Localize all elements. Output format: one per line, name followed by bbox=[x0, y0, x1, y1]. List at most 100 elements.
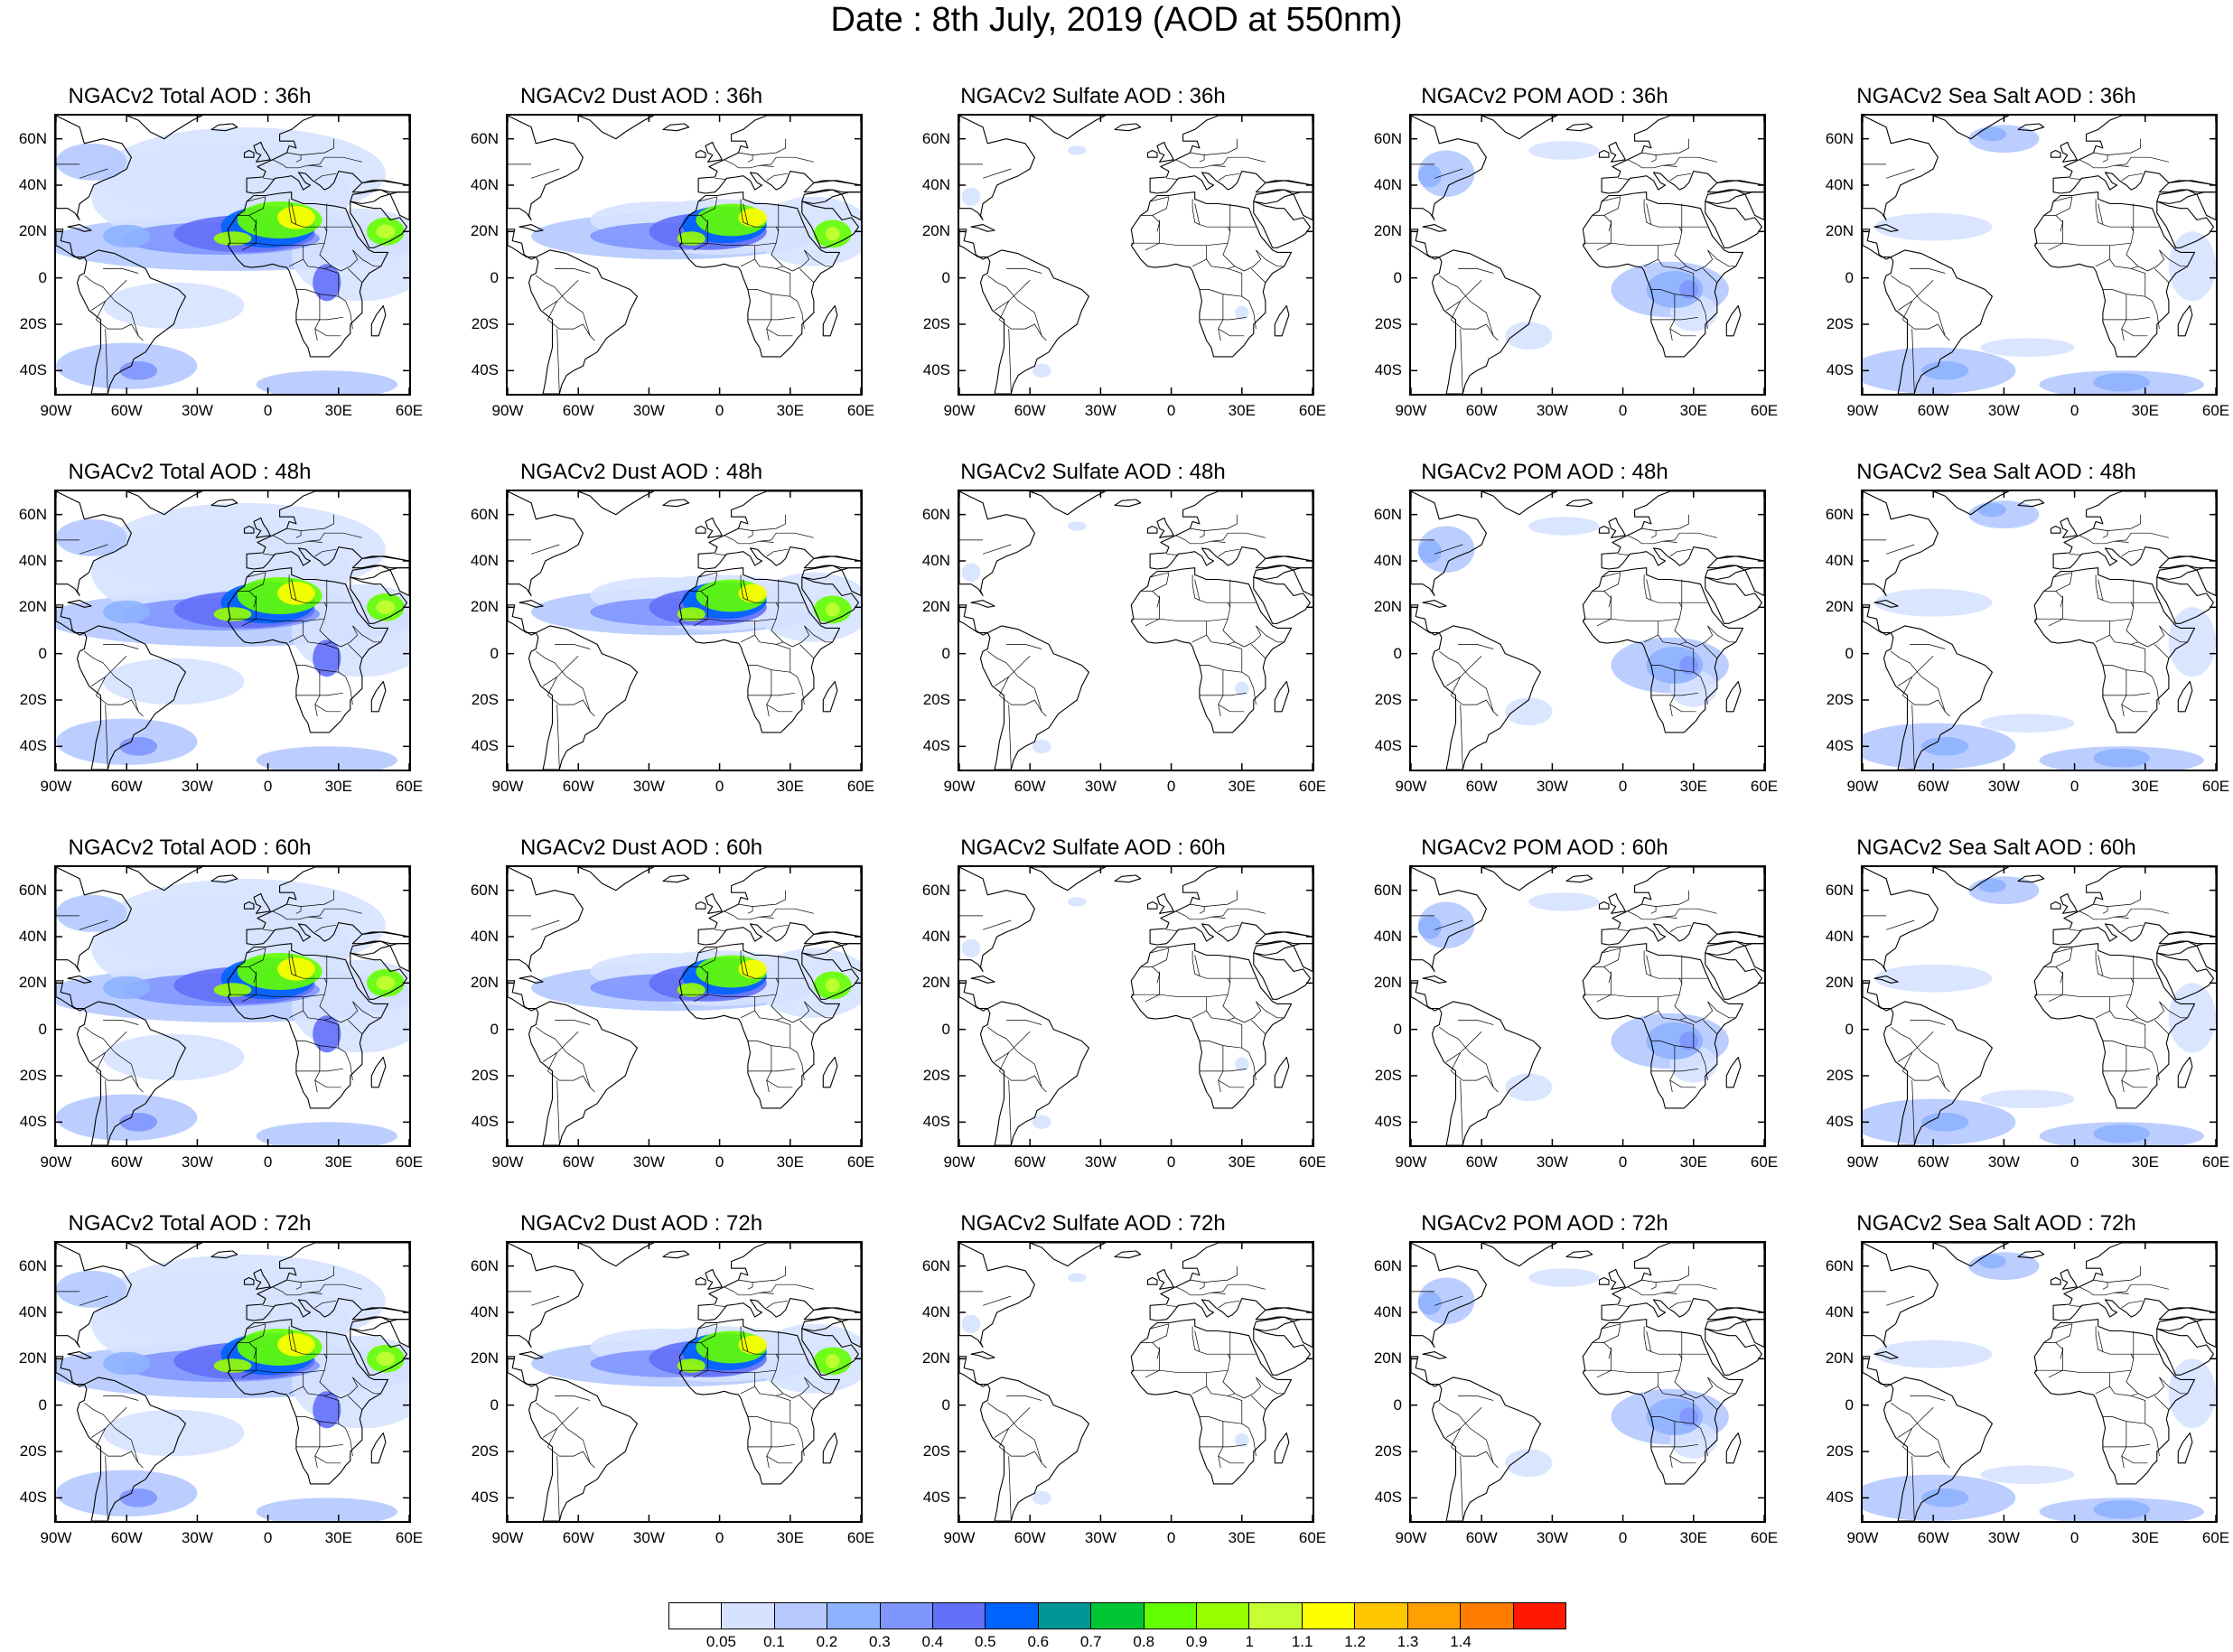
country-border bbox=[1451, 319, 1499, 341]
country-border bbox=[2114, 908, 2169, 918]
country-border bbox=[314, 924, 337, 933]
lat-tick-label: 20S bbox=[922, 691, 950, 708]
lat-tick-label: 20N bbox=[18, 222, 47, 240]
country-border bbox=[1175, 910, 1226, 920]
country-border bbox=[1175, 535, 1226, 545]
country-border bbox=[1669, 924, 1692, 933]
lat-tick-label: 40N bbox=[921, 928, 950, 945]
country-border bbox=[2093, 527, 2108, 538]
country-border bbox=[105, 1080, 108, 1145]
country-border bbox=[1627, 1286, 1677, 1296]
lon-tick-label: 60E bbox=[1750, 1153, 1779, 1171]
coastline-mideast bbox=[2156, 940, 2216, 973]
country-border bbox=[247, 572, 266, 578]
country-border bbox=[2043, 591, 2063, 608]
aod-map-svg bbox=[508, 116, 861, 394]
country-border bbox=[1627, 535, 1677, 545]
country-border bbox=[96, 1070, 144, 1093]
lon-tick-label: 60W bbox=[562, 1153, 594, 1171]
coastline-iceland bbox=[2017, 123, 2045, 132]
country-border bbox=[1218, 1421, 1224, 1469]
map-area bbox=[958, 490, 1314, 771]
country-border bbox=[2102, 316, 2151, 321]
aod-map-svg bbox=[959, 116, 1313, 394]
coastline-northAmerica bbox=[508, 116, 584, 221]
aod-plume bbox=[1032, 363, 1051, 378]
country-border bbox=[1194, 579, 1201, 601]
coastline-asia bbox=[1706, 491, 1764, 569]
country-border bbox=[1191, 1386, 1207, 1395]
coastline-madagascar bbox=[1274, 1432, 1290, 1464]
country-border bbox=[999, 1070, 1047, 1093]
lat-tick-label: 40S bbox=[1374, 1489, 1402, 1507]
map-area bbox=[54, 114, 411, 396]
country-border bbox=[241, 219, 257, 251]
lat-tick-label: 0 bbox=[490, 1395, 499, 1414]
lon-tick-label: 90W bbox=[943, 402, 976, 419]
country-border bbox=[347, 1020, 363, 1035]
aod-plume bbox=[103, 126, 386, 220]
country-border bbox=[738, 1279, 753, 1290]
country-border bbox=[994, 1428, 1009, 1438]
coastline-mideast bbox=[1253, 940, 1313, 973]
aod-plume bbox=[754, 572, 861, 642]
country-border bbox=[738, 903, 753, 914]
country-border bbox=[1674, 955, 1696, 1023]
coastline-iceland bbox=[210, 1250, 238, 1259]
lon-tick-label: 30E bbox=[1679, 1153, 1707, 1171]
lon-tick-label: 60W bbox=[1917, 402, 1949, 419]
lat-tick-label: 20N bbox=[1825, 222, 1854, 240]
coastline-arabia bbox=[2156, 1328, 2214, 1376]
coastline-britain bbox=[1608, 517, 1626, 538]
panel-title: NGACv2 Total AOD : 36h bbox=[68, 84, 312, 108]
country-border bbox=[105, 705, 108, 770]
country-border bbox=[715, 177, 727, 180]
coastline-arabia bbox=[1253, 952, 1311, 1000]
lon-tick-label: 30E bbox=[324, 402, 352, 419]
colorbar-swatch bbox=[1461, 1603, 1514, 1629]
coastline-iceland bbox=[210, 874, 238, 883]
lon-tick-label: 90W bbox=[943, 1529, 976, 1546]
coastline-africa bbox=[2033, 943, 2196, 1109]
coastline-europe bbox=[697, 116, 861, 194]
coastline-britain bbox=[705, 517, 723, 538]
lat-tick-label: 0 bbox=[38, 1020, 47, 1038]
country-border bbox=[2154, 1395, 2170, 1411]
country-border bbox=[804, 1377, 833, 1395]
aod-map-svg bbox=[959, 867, 1313, 1145]
lat-tick-label: 20N bbox=[470, 598, 499, 616]
lon-tick-label: 30E bbox=[2131, 1529, 2159, 1546]
aod-plume bbox=[277, 582, 315, 605]
country-border bbox=[799, 644, 815, 659]
coastline-greenland bbox=[1932, 116, 2010, 140]
coastline-britain bbox=[253, 517, 271, 538]
country-border bbox=[1458, 268, 1494, 274]
country-border bbox=[307, 1283, 362, 1293]
lat-tick-label: 40N bbox=[470, 928, 499, 945]
country-border bbox=[759, 156, 814, 166]
aod-map-svg bbox=[1411, 867, 1764, 1145]
panel-title: NGACv2 Total AOD : 48h bbox=[68, 460, 312, 484]
country-border bbox=[994, 677, 1009, 686]
country-border bbox=[799, 268, 815, 284]
country-border bbox=[1131, 994, 1229, 998]
country-border bbox=[700, 196, 718, 216]
lon-tick-label: 30W bbox=[1536, 1529, 1568, 1546]
coastline-ireland bbox=[695, 525, 706, 534]
country-border bbox=[747, 1416, 790, 1424]
coastline-southAmerica bbox=[979, 625, 1089, 770]
country-border bbox=[241, 1347, 257, 1378]
aod-map-svg bbox=[508, 491, 861, 770]
country-border bbox=[1256, 1001, 1285, 1019]
coastline-ireland bbox=[1146, 901, 1158, 910]
country-border bbox=[1008, 1456, 1012, 1521]
country-border bbox=[2126, 955, 2148, 1023]
aod-plume bbox=[1874, 588, 1993, 617]
country-border bbox=[2034, 618, 2132, 622]
coastline-africa bbox=[1130, 1319, 1293, 1485]
country-border bbox=[291, 579, 297, 601]
country-border bbox=[1166, 553, 1179, 555]
country-border bbox=[1210, 908, 1266, 918]
country-border bbox=[301, 890, 334, 907]
country-border bbox=[1700, 1052, 1708, 1081]
